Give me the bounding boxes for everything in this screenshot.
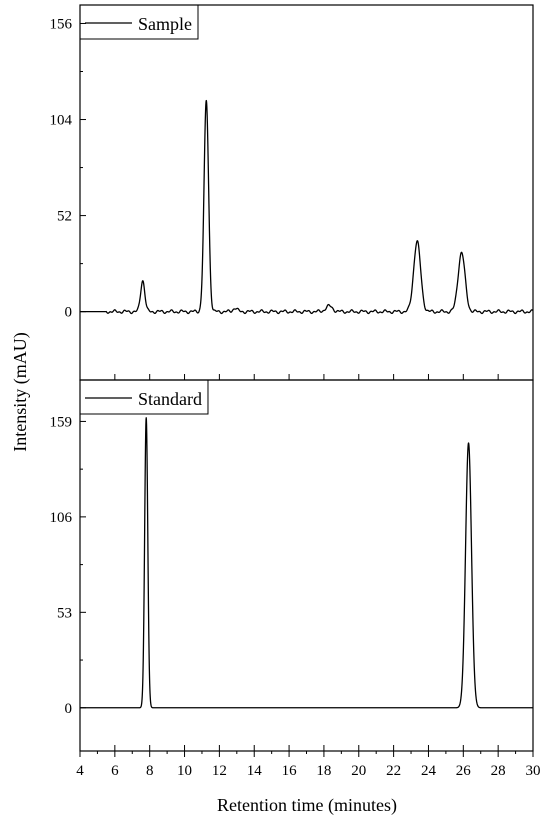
y-tick-label: 0 (65, 305, 73, 321)
x-tick-label: 28 (491, 763, 506, 779)
x-tick-label: 24 (421, 763, 437, 779)
x-tick-label: 22 (386, 763, 401, 779)
series-line-sample (79, 99, 534, 315)
x-tick-label: 12 (212, 763, 227, 779)
legend-box (79, 4, 199, 40)
x-axis: 4 6 8 10 12 14 16 18 20 22 24 26 28 30 (76, 751, 541, 779)
legend-entry-label: Standard (138, 389, 202, 409)
legend-entry-label: Sample (138, 14, 192, 34)
y-tick-label: 53 (57, 605, 72, 621)
x-tick-label: 18 (316, 763, 331, 779)
x-axis-title: Retention time (minutes) (217, 795, 397, 816)
x-tick-label: 30 (526, 763, 541, 779)
legend: Standard (79, 379, 209, 415)
y-tick-label: 159 (50, 414, 73, 430)
y-tick-label: 156 (50, 16, 73, 32)
y-tick-label: 106 (50, 510, 73, 526)
x-tick-label: 6 (111, 763, 119, 779)
x-tick-label: 20 (351, 763, 366, 779)
x-tick-label: 16 (282, 763, 298, 779)
y-axis-title: Intensity (mAU) (10, 332, 31, 451)
x-tick-label: 26 (456, 763, 472, 779)
x-tick-label: 4 (76, 763, 84, 779)
legend: Sample (79, 4, 199, 40)
y-tick-label: 104 (50, 113, 73, 129)
panels-layer: 0 52 104 156 Sample 0 53 106 159 Standard (50, 4, 534, 752)
y-tick-label: 0 (65, 701, 73, 717)
x-tick-label: 10 (177, 763, 192, 779)
y-tick-label: 52 (57, 209, 72, 225)
series-line-standard (79, 417, 534, 709)
legend-box (79, 379, 209, 415)
x-tick-label: 8 (146, 763, 154, 779)
x-tick-label: 14 (247, 763, 263, 779)
